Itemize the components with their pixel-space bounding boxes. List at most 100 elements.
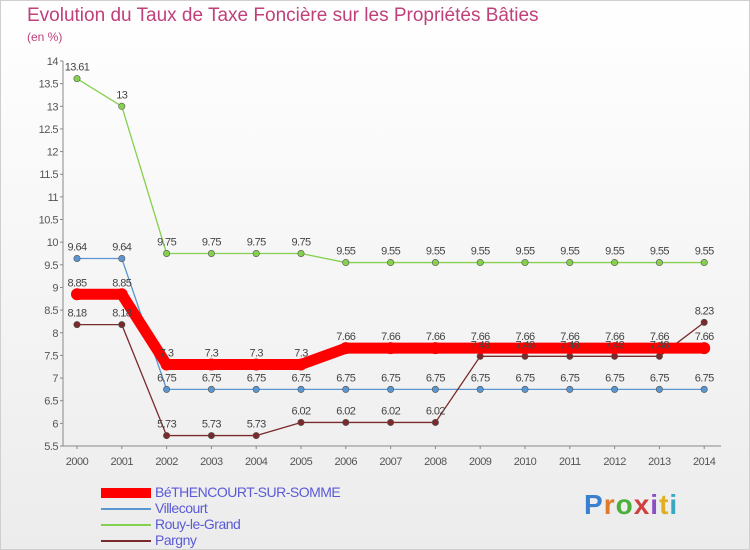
data-label: 5.73 (202, 419, 221, 431)
data-point (339, 342, 352, 355)
legend-label: Rouy-le-Grand (155, 516, 241, 532)
data-point (698, 342, 711, 355)
data-point (73, 321, 81, 329)
data-point (250, 358, 263, 371)
legend-label: BéTHENCOURT-SUR-SOMME (155, 484, 341, 500)
x-tick-label: 2013 (648, 456, 671, 468)
data-point (71, 288, 83, 301)
y-tick-label: 13.5 (39, 79, 59, 91)
y-tick-label: 6 (52, 418, 58, 430)
y-tick-label: 5.5 (44, 441, 58, 453)
legend-swatch (101, 540, 151, 542)
x-tick-label: 2001 (111, 456, 134, 468)
data-point (474, 342, 487, 355)
y-tick-label: 12.5 (39, 124, 59, 136)
data-label: 7.66 (605, 331, 624, 343)
chart-title: Evolution du Taux de Taxe Foncière sur l… (27, 5, 539, 26)
logo-letter: x (633, 489, 651, 520)
data-point (207, 250, 215, 258)
data-label: 6.75 (381, 372, 400, 384)
data-label: 9.55 (515, 246, 534, 258)
data-label: 6.75 (695, 372, 714, 384)
data-point (566, 385, 574, 393)
data-point (431, 385, 439, 393)
data-point (476, 385, 484, 393)
data-label: 8.85 (112, 277, 131, 289)
logo-letter: r (603, 489, 616, 520)
logo-letter: o (615, 489, 634, 520)
x-tick-label: 2006 (335, 456, 358, 468)
data-point (563, 342, 576, 355)
data-point (655, 385, 663, 393)
x-tick-label: 2007 (379, 456, 402, 468)
data-label: 9.75 (247, 237, 266, 249)
data-point (521, 259, 529, 267)
data-label: 7.3 (160, 347, 174, 359)
data-point (115, 288, 128, 301)
data-point (252, 250, 260, 258)
data-label: 7.48 (605, 339, 624, 351)
data-point (384, 342, 397, 355)
data-label: 9.64 (67, 241, 86, 253)
data-point (207, 432, 215, 440)
data-point (387, 385, 395, 393)
data-point (611, 259, 619, 267)
data-label: 13.61 (65, 62, 90, 74)
data-label: 9.55 (695, 246, 714, 258)
y-tick-label: 8 (52, 328, 58, 340)
data-label: 9.55 (336, 246, 355, 258)
data-point (608, 342, 621, 355)
data-label: 6.75 (605, 372, 624, 384)
data-point (252, 385, 260, 393)
data-label: 6.75 (291, 372, 310, 384)
data-point (295, 358, 307, 371)
data-label: 8.18 (67, 308, 86, 320)
data-point (342, 259, 350, 267)
data-point (476, 259, 484, 267)
data-point (163, 385, 171, 393)
data-label: 7.48 (515, 339, 534, 351)
legend-swatch (101, 488, 151, 498)
data-point (160, 358, 173, 371)
data-label: 6.75 (515, 372, 534, 384)
x-tick-label: 2010 (514, 456, 537, 468)
data-label: 5.73 (247, 419, 266, 431)
series-line-2 (76, 78, 705, 264)
data-point (118, 254, 126, 262)
data-label: 6.02 (336, 405, 355, 417)
data-label: 9.75 (291, 237, 310, 249)
data-point (297, 418, 305, 426)
legend-label: Pargny (155, 532, 197, 548)
data-label: 13 (116, 89, 128, 101)
y-tick-label: 7.5 (44, 350, 58, 362)
legend-swatch (101, 508, 151, 510)
data-label: 9.75 (157, 237, 176, 249)
data-point (252, 432, 260, 440)
y-tick-label: 7 (52, 373, 58, 385)
data-label: 7.66 (336, 331, 355, 343)
data-label: 7.66 (515, 331, 534, 343)
y-tick-label: 11 (48, 192, 59, 204)
y-tick-label: 8.5 (44, 305, 58, 317)
data-point (73, 254, 81, 262)
x-tick-label: 2011 (559, 456, 581, 468)
data-point (118, 102, 126, 110)
logo-letter: i (669, 489, 679, 520)
data-point (700, 385, 708, 393)
legend-swatch (101, 524, 151, 526)
data-label: 9.55 (426, 246, 445, 258)
data-point (73, 75, 81, 83)
data-point (611, 385, 619, 393)
data-point (387, 259, 395, 267)
data-label: 7.3 (249, 347, 263, 359)
proxiti-logo: Proxiti (584, 489, 678, 521)
data-label: 7.48 (650, 339, 669, 351)
data-label: 7.3 (205, 347, 219, 359)
data-label: 7.66 (695, 331, 714, 343)
data-point (653, 342, 666, 355)
x-tick-label: 2000 (66, 456, 89, 468)
x-tick-label: 2002 (155, 456, 178, 468)
data-point (431, 259, 439, 267)
data-label: 7.3 (294, 347, 308, 359)
